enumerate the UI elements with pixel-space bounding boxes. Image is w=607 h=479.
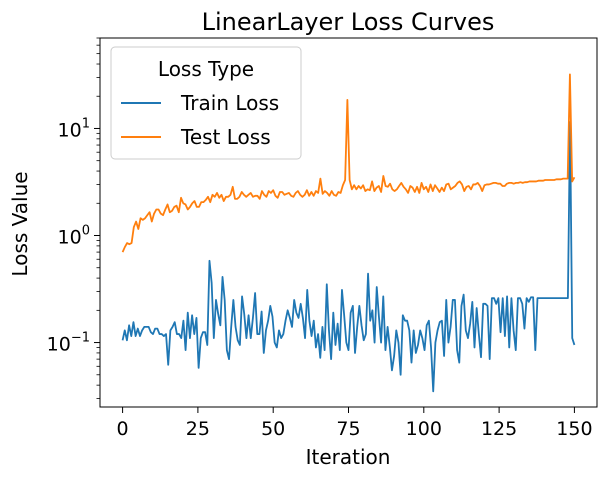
x-tick-label: 100 [406,418,442,440]
series-line-train-loss [121,121,576,393]
series-line-test-loss [121,73,576,253]
x-tick-label: 0 [117,418,129,440]
series-layer [121,73,576,393]
y-axis-label: Loss Value [8,171,32,276]
legend-box [110,46,302,160]
y-tick-label: 100 [58,224,90,249]
legend-entry-label: Test Loss [180,125,271,149]
legend-title: Loss Type [158,57,254,81]
y-tick-label: 10−1 [47,331,90,356]
x-tick-label: 50 [261,418,285,440]
legend-entry-label: Train Loss [180,91,279,115]
chart-title: LinearLayer Loss Curves [202,8,495,36]
x-axis-label: Iteration [306,445,391,469]
x-tick-label: 150 [556,418,592,440]
y-axis: 10−1 100 101 [47,37,100,399]
x-axis: 0 25 50 75 100 125 150 [117,407,593,440]
y-tick-label: 101 [58,116,90,141]
x-tick-label: 25 [186,418,210,440]
legend: Loss Type Train Loss Test Loss [110,46,302,160]
x-tick-label: 75 [336,418,360,440]
x-tick-label: 125 [481,418,517,440]
